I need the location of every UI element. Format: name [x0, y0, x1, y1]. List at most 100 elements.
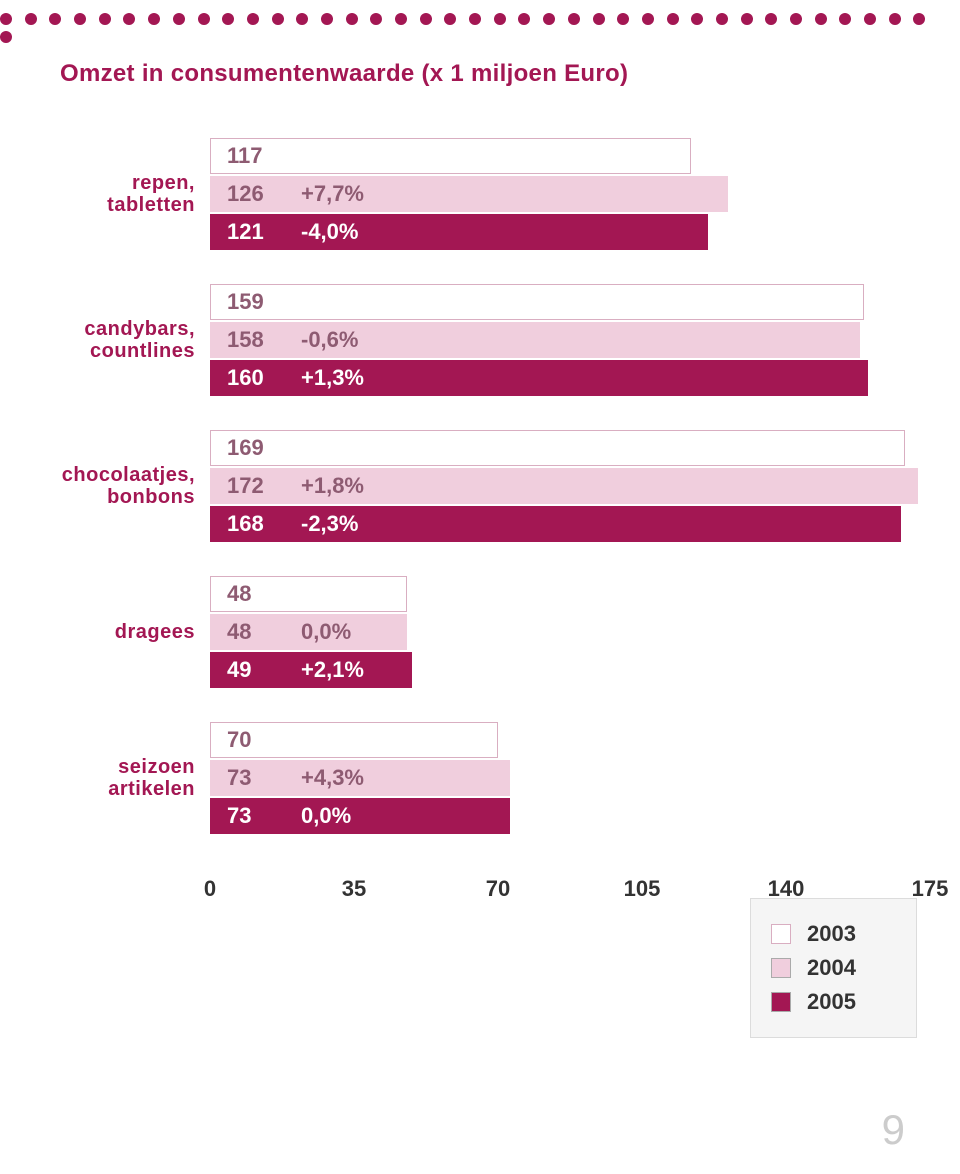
- dot: [173, 13, 185, 25]
- dot: [370, 13, 382, 25]
- category-group: 169172+1,8%chocolaatjes,bonbons168-2,3%: [210, 430, 930, 542]
- bar-pct: 0,0%: [301, 803, 351, 829]
- bar: 121 -4,0%: [210, 214, 708, 250]
- dot: [321, 13, 333, 25]
- bar-pct: -0,6%: [301, 327, 358, 353]
- bar-pct: -4,0%: [301, 219, 358, 245]
- legend-swatch: [771, 924, 791, 944]
- dot: [444, 13, 456, 25]
- bar-row: 70: [210, 722, 930, 758]
- legend-item: 2004: [771, 955, 856, 981]
- dot: [296, 13, 308, 25]
- bar: 158 -0,6%: [210, 322, 860, 358]
- x-axis: 03570105140175: [210, 868, 930, 908]
- axis-tick-label: 70: [478, 876, 518, 902]
- category-label: dragees: [50, 621, 195, 643]
- bar-pct: +7,7%: [301, 181, 364, 207]
- dot: [864, 13, 876, 25]
- dot: [790, 13, 802, 25]
- bar-value: 48: [227, 619, 251, 645]
- dot: [222, 13, 234, 25]
- dot: [99, 13, 111, 25]
- bar-pct: -2,3%: [301, 511, 358, 537]
- bar-pct: +1,3%: [301, 365, 364, 391]
- bar-row: 169: [210, 430, 930, 466]
- legend-swatch: [771, 958, 791, 978]
- bar-value: 159: [227, 289, 264, 315]
- category-group: 117126+7,7%repen,tabletten121-4,0%: [210, 138, 930, 250]
- bar-pct: 0,0%: [301, 619, 351, 645]
- bar-value: 169: [227, 435, 264, 461]
- dot: [346, 13, 358, 25]
- bar: 168 -2,3%: [210, 506, 901, 542]
- bar-row: 168 -2,3%: [210, 506, 930, 542]
- axis-tick-label: 175: [910, 876, 950, 902]
- dot: [395, 13, 407, 25]
- category-group: 159158-0,6%candybars,countlines160+1,3%: [210, 284, 930, 396]
- bar-value: 73: [227, 803, 251, 829]
- chart-title: Omzet in consumentenwaarde (x 1 miljoen …: [60, 60, 900, 88]
- bar-value: 70: [227, 727, 251, 753]
- legend: 2003 2004 2005: [750, 898, 917, 1038]
- legend-label: 2003: [807, 921, 856, 947]
- page-number: 9: [882, 1106, 905, 1154]
- bar-row: 117: [210, 138, 930, 174]
- bar-row: 160+1,3%: [210, 360, 930, 396]
- bar: 117: [210, 138, 691, 174]
- dot: [49, 13, 61, 25]
- bar: 172+1,8%: [210, 468, 918, 504]
- dot: [815, 13, 827, 25]
- dot: [691, 13, 703, 25]
- dot: [420, 13, 432, 25]
- bar-row: 126+7,7%repen,tabletten: [210, 176, 930, 212]
- legend-label: 2004: [807, 955, 856, 981]
- dot: [543, 13, 555, 25]
- bar: 160+1,3%: [210, 360, 868, 396]
- bar-value: 121: [227, 219, 264, 245]
- bar-value: 168: [227, 511, 264, 537]
- bar-pct: +2,1%: [301, 657, 364, 683]
- bar-value: 126: [227, 181, 264, 207]
- dot: [469, 13, 481, 25]
- bar: 73+4,3%: [210, 760, 510, 796]
- bar-value: 158: [227, 327, 264, 353]
- dot: [667, 13, 679, 25]
- dot: [74, 13, 86, 25]
- bar-row: 121 -4,0%: [210, 214, 930, 250]
- bar: 48: [210, 576, 407, 612]
- category-label: candybars,countlines: [50, 318, 195, 362]
- category-label: chocolaatjes,bonbons: [50, 464, 195, 508]
- bar: 49 +2,1%: [210, 652, 412, 688]
- dot: [198, 13, 210, 25]
- legend-item: 2005: [771, 989, 856, 1015]
- category-label: repen,tabletten: [50, 172, 195, 216]
- bar: 48 0,0%: [210, 614, 407, 650]
- dot: [0, 31, 12, 43]
- bar-value: 49: [227, 657, 251, 683]
- dot: [272, 13, 284, 25]
- dot: [913, 13, 925, 25]
- bar-pct: +4,3%: [301, 765, 364, 791]
- legend-swatch: [771, 992, 791, 1012]
- legend-item: 2003: [771, 921, 856, 947]
- dot: [593, 13, 605, 25]
- bar-value: 117: [227, 143, 263, 169]
- dot: [568, 13, 580, 25]
- dot: [123, 13, 135, 25]
- axis-tick-label: 105: [622, 876, 662, 902]
- dot: [148, 13, 160, 25]
- dot: [0, 13, 12, 25]
- dot: [247, 13, 259, 25]
- dot: [25, 13, 37, 25]
- axis-tick-label: 0: [190, 876, 230, 902]
- legend-label: 2005: [807, 989, 856, 1015]
- dot: [518, 13, 530, 25]
- bar-row: 159: [210, 284, 930, 320]
- bar-row: 49 +2,1%: [210, 652, 930, 688]
- bar: 73 0,0%: [210, 798, 510, 834]
- bar-row: 48: [210, 576, 930, 612]
- axis-tick-label: 35: [334, 876, 374, 902]
- axis-tick-label: 140: [766, 876, 806, 902]
- dot: [839, 13, 851, 25]
- category-group: 7073+4,3%seizoenartikelen730,0%: [210, 722, 930, 834]
